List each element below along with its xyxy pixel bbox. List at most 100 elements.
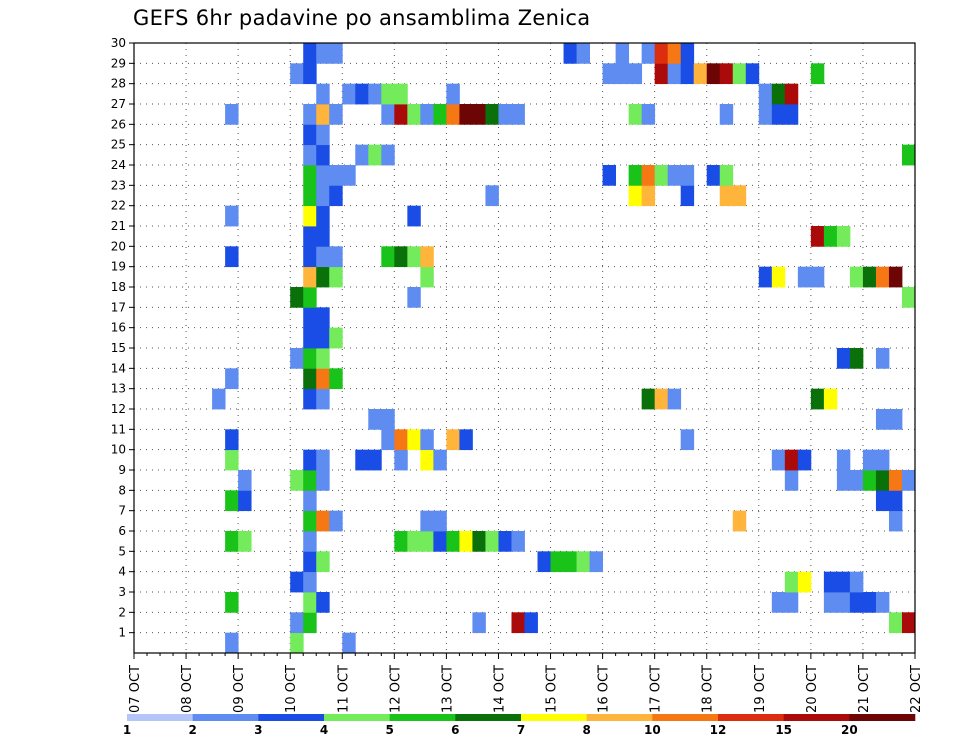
heatmap-cell: [303, 531, 317, 552]
colorbar-label: 15: [775, 723, 792, 737]
heatmap-cell: [771, 104, 786, 125]
y-tick-label: 1: [118, 626, 126, 640]
y-tick-label: 23: [111, 178, 126, 192]
heatmap-cell: [407, 246, 421, 268]
y-tick-label: 26: [111, 117, 126, 131]
heatmap-cell: [836, 226, 851, 247]
heatmap-cell: [849, 592, 864, 613]
heatmap-cell: [316, 104, 330, 125]
heatmap-cell: [316, 266, 330, 288]
heatmap-cell: [329, 368, 343, 390]
heatmap-cell: [615, 43, 630, 64]
heatmap-cell: [303, 612, 317, 634]
heatmap-cell: [875, 266, 890, 288]
heatmap-cell: [290, 571, 304, 593]
colorbar-segment: [586, 714, 653, 721]
heatmap-cell: [316, 307, 330, 329]
heatmap-cell: [238, 531, 252, 552]
colorbar-segment: [849, 714, 916, 721]
heatmap-cell: [888, 612, 903, 634]
heatmap-cell: [225, 104, 239, 125]
heatmap-cell: [654, 165, 669, 186]
colorbar-label: 3: [254, 723, 262, 737]
colorbar-segment: [718, 714, 784, 721]
heatmap-cell: [758, 83, 773, 105]
heatmap-cell: [303, 348, 317, 369]
heatmap-cell: [641, 185, 656, 207]
heatmap-cell: [381, 246, 395, 268]
heatmap-cell: [290, 470, 304, 491]
heatmap-cell: [381, 429, 395, 451]
heatmap-cell: [498, 104, 512, 125]
heatmap-cell: [446, 83, 460, 105]
heatmap-cell: [225, 246, 239, 268]
heatmap-cell: [238, 470, 252, 491]
y-tick-label: 11: [111, 422, 126, 436]
heatmap-cell: [303, 246, 317, 268]
heatmap-cell: [810, 266, 825, 288]
heatmap-cell: [368, 83, 382, 105]
heatmap-cell: [706, 63, 721, 85]
heatmap-cell: [303, 510, 317, 532]
y-tick-label: 30: [111, 36, 126, 50]
heatmap-cell: [420, 266, 434, 288]
colorbar-segment: [324, 714, 390, 721]
heatmap-cell: [797, 266, 812, 288]
heatmap-cell: [641, 104, 656, 125]
heatmap-cell: [316, 43, 330, 64]
y-tick-label: 22: [111, 199, 126, 213]
heatmap-cell: [628, 104, 643, 125]
y-tick-label: 28: [111, 77, 126, 91]
heatmap-cell: [303, 104, 317, 125]
heatmap-cell: [342, 83, 356, 105]
heatmap-cell: [641, 165, 656, 186]
heatmap-cell: [888, 470, 903, 491]
y-tick-label: 6: [118, 524, 126, 538]
heatmap-cell: [654, 63, 669, 85]
heatmap-cell: [784, 83, 799, 105]
heatmap-cell: [459, 104, 473, 125]
heatmap-cell: [316, 124, 330, 146]
heatmap-cell: [732, 63, 747, 85]
heatmap-cell: [342, 632, 356, 654]
heatmap-cell: [784, 104, 799, 125]
heatmap-cell: [810, 388, 825, 410]
y-tick-label: 8: [118, 483, 126, 497]
x-tick-label: 13 OCT: [440, 665, 455, 713]
x-tick-label: 17 OCT: [649, 665, 664, 713]
heatmap-cell: [303, 592, 317, 613]
heatmap-cell: [563, 551, 577, 573]
heatmap-cell: [628, 165, 643, 186]
heatmap-cell: [329, 246, 343, 268]
heatmap-cell: [394, 531, 408, 552]
colorbar-label: 7: [517, 723, 525, 737]
x-tick-label: 22 OCT: [909, 665, 924, 713]
heatmap-cell: [303, 388, 317, 410]
heatmap-cell: [225, 490, 239, 512]
heatmap-cell: [433, 449, 447, 471]
heatmap-cell: [498, 531, 512, 552]
heatmap-cell: [667, 63, 682, 85]
heatmap-cell: [368, 449, 382, 471]
y-tick-label: 4: [118, 565, 126, 579]
heatmap-cell: [446, 531, 460, 552]
heatmap-cell: [771, 83, 786, 105]
colorbar-segment: [258, 714, 325, 721]
heatmap-cell: [407, 429, 421, 451]
heatmap-cell: [316, 327, 330, 349]
heatmap-cell: [225, 632, 239, 654]
heatmap-cell: [732, 510, 747, 532]
colorbar-segment: [192, 714, 259, 721]
heatmap-cell: [303, 144, 317, 166]
heatmap-cell: [303, 307, 317, 329]
heatmap-cell: [511, 104, 525, 125]
x-tick-label: 11 OCT: [336, 665, 351, 713]
heatmap-cell: [849, 348, 864, 369]
heatmap-cell: [316, 388, 330, 410]
heatmap-cell: [420, 429, 434, 451]
heatmap-cell: [784, 592, 799, 613]
heatmap-cell: [303, 63, 317, 85]
x-tick-label: 18 OCT: [701, 665, 716, 713]
heatmap-cell: [485, 531, 499, 552]
heatmap-cell: [446, 429, 460, 451]
